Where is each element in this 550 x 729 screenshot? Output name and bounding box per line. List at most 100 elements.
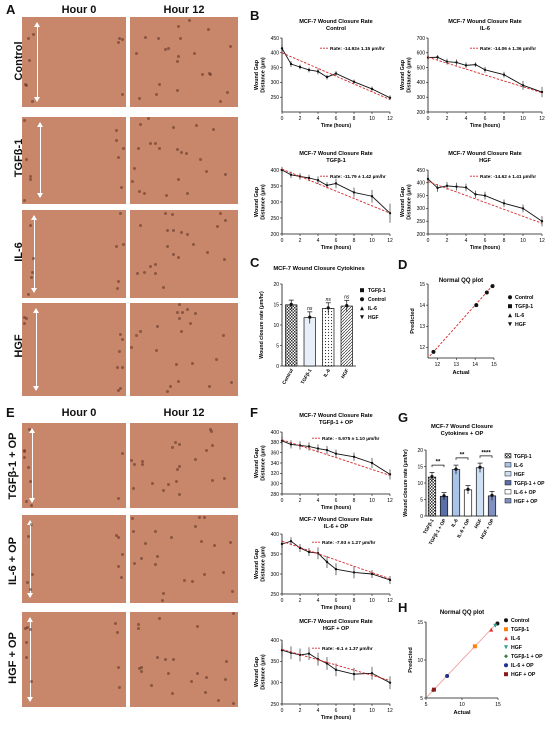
cell-mark (228, 540, 232, 544)
data-point (325, 662, 329, 665)
data-point (334, 452, 338, 455)
x-tick-label: 2 (446, 116, 449, 122)
cell-mark (114, 534, 118, 538)
data-point (464, 186, 468, 189)
data-point (388, 96, 392, 99)
x-tick-label: 0 (427, 116, 430, 122)
cell-mark (28, 628, 32, 632)
cell-mark (131, 530, 135, 534)
cell-mark (155, 655, 159, 659)
cell-mark (171, 252, 175, 256)
data-point (316, 70, 320, 73)
qq-point (489, 627, 494, 632)
data-point (474, 193, 477, 196)
cell-mark (139, 669, 143, 673)
data-point (334, 568, 338, 571)
data-point (445, 184, 449, 188)
cell-mark (174, 479, 178, 483)
cell-mark (165, 194, 169, 198)
bar-point (490, 493, 494, 497)
cell-mark (224, 173, 228, 177)
cell-mark (135, 334, 139, 338)
cell-mark (222, 477, 226, 481)
cell-mark (28, 224, 32, 228)
cell-mark (178, 443, 182, 447)
legend-swatch (504, 489, 512, 495)
chart-title: MCF-7 Wound Closure Rate (299, 19, 373, 25)
cell-mark (216, 224, 220, 228)
regression-line (281, 52, 391, 100)
y-tick-label: 10 (417, 658, 423, 664)
legend-label: HGF (368, 315, 379, 321)
cell-mark (178, 316, 182, 320)
data-point (445, 60, 449, 63)
cell-mark (139, 330, 143, 334)
cell-mark (155, 349, 159, 353)
y-tick-label: 300 (271, 80, 280, 86)
x-axis-label: Time (hours) (470, 245, 501, 251)
data-point (334, 72, 338, 75)
cell-mark (218, 212, 222, 216)
y-axis-label: Distance (µm) (261, 445, 267, 481)
cell-mark (27, 535, 31, 539)
x-tick-label: 2 (299, 598, 302, 604)
cell-mark (222, 333, 226, 337)
x-tick-label: 4 (317, 238, 320, 244)
data-point (455, 185, 458, 188)
data-point (289, 62, 293, 66)
data-point (370, 87, 374, 91)
panel-letter-f: F (250, 405, 258, 420)
data-point (436, 186, 439, 190)
y-axis-label: Wound closure rate (µm/hr) (259, 291, 265, 359)
cell-mark (165, 245, 169, 249)
y-axis-label: Wound Gap (400, 59, 406, 90)
cell-mark (175, 59, 179, 63)
y-tick-label: 340 (271, 461, 280, 467)
micrograph-hgf-op-hour12 (130, 612, 238, 707)
data-point (325, 448, 329, 452)
y-axis-label: Distance (µm) (407, 57, 413, 93)
x-tick-label: 10 (369, 498, 375, 504)
cell-mark (139, 665, 143, 669)
cell-mark (231, 612, 235, 616)
cell-mark (229, 380, 233, 384)
rate-annotation: Rate: -14.06 ± 1.36 µm/hr (480, 46, 536, 52)
qq-point (472, 644, 477, 649)
panel-e-header-hour0: Hour 0 (61, 407, 97, 419)
significance-label: ns (307, 306, 313, 312)
cell-mark (114, 244, 118, 248)
cell-mark (30, 680, 34, 684)
legend-swatch (504, 480, 512, 486)
legend-marker (504, 627, 508, 632)
cell-mark (31, 33, 35, 37)
cell-mark (134, 52, 138, 56)
legend-swatch (504, 471, 512, 477)
cell-mark (176, 379, 180, 383)
cell-mark (31, 573, 35, 577)
panel-letter-b: B (250, 8, 260, 23)
data-point (316, 447, 320, 450)
legend-label: IL-6 (514, 463, 523, 469)
data-point (370, 672, 374, 675)
cell-mark (212, 543, 216, 547)
cell-mark (138, 223, 142, 227)
cell-mark (211, 443, 215, 447)
cell-mark (171, 657, 175, 661)
chart-title: Normal QQ plot (440, 610, 484, 616)
x-tick-label: 10 (520, 116, 526, 122)
cell-mark (29, 275, 33, 279)
cell-mark (170, 212, 174, 216)
series-line (427, 56, 543, 93)
cell-mark (189, 322, 193, 326)
y-tick-label: 350 (271, 659, 280, 665)
cell-mark (116, 666, 120, 670)
cell-mark (121, 92, 125, 96)
data-point (352, 672, 356, 676)
cell-mark (206, 251, 210, 255)
cell-mark (194, 124, 198, 128)
significance-label: ** (460, 452, 465, 458)
data-point (289, 540, 293, 543)
bar-point (326, 306, 330, 310)
cell-mark (174, 362, 178, 366)
